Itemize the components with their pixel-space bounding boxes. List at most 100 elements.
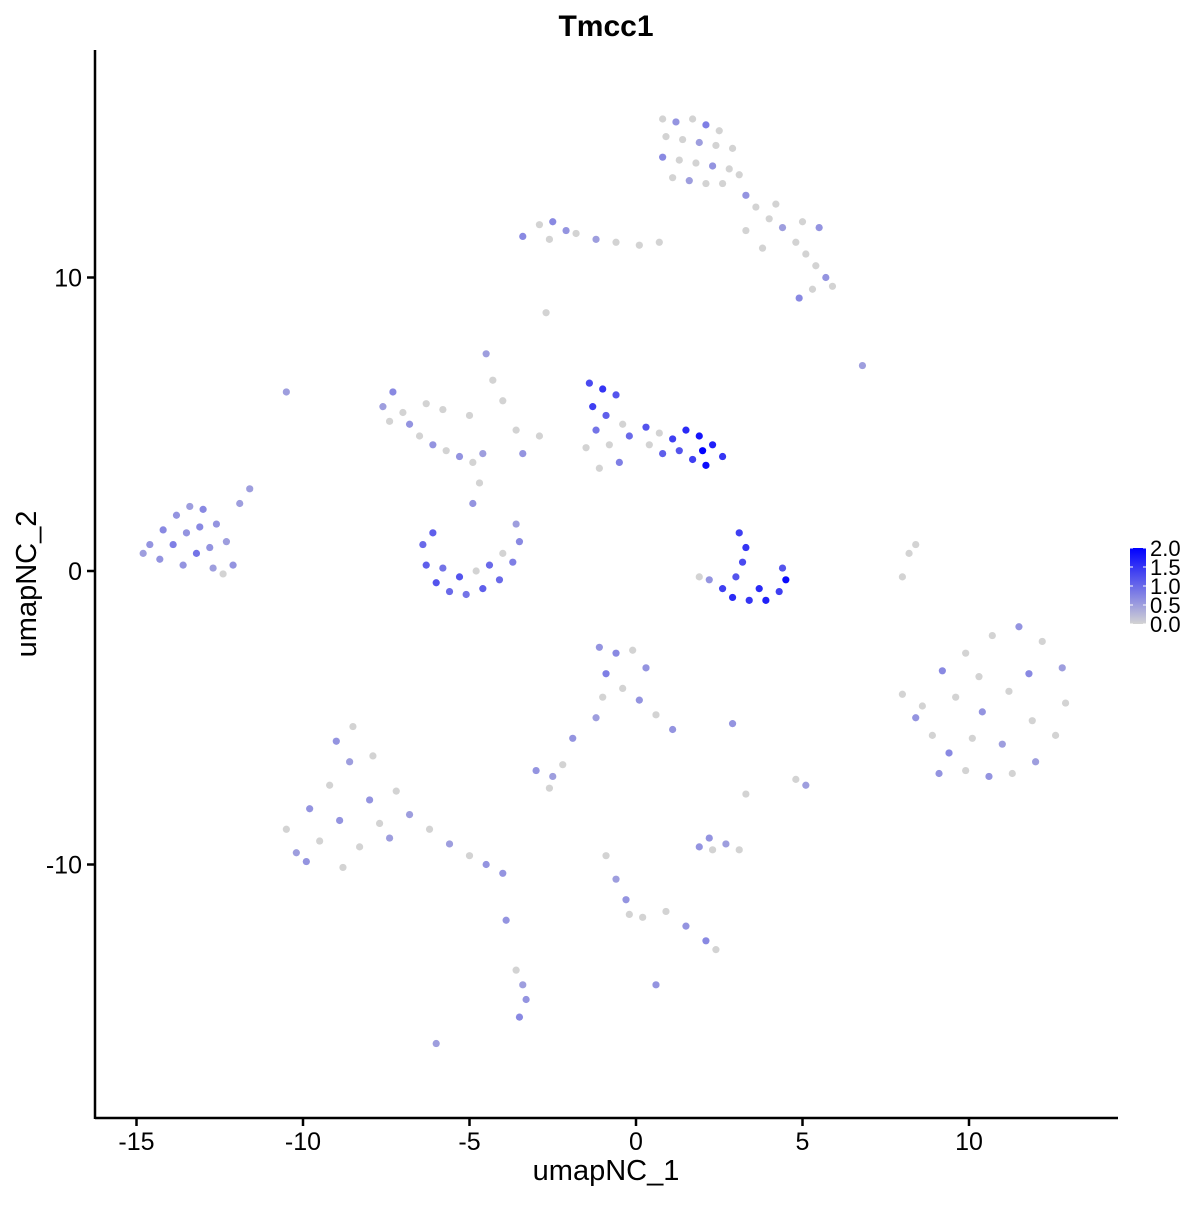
data-point: [212, 520, 221, 528]
data-point: [792, 238, 800, 246]
data-point: [659, 153, 667, 161]
data-point: [708, 441, 717, 449]
data-point: [535, 221, 544, 229]
data-point: [392, 787, 400, 795]
colorbar-label: 0.5: [1150, 593, 1181, 618]
data-point: [798, 218, 807, 226]
data-point: [738, 558, 747, 566]
data-point: [629, 646, 637, 654]
data-point: [465, 852, 474, 860]
data-point: [1025, 670, 1033, 678]
data-point: [465, 411, 474, 420]
data-point: [432, 1039, 440, 1048]
data-point: [962, 766, 970, 775]
y-axis-ticks: -10 0 10: [46, 265, 95, 880]
data-point: [549, 218, 557, 226]
data-point: [199, 505, 207, 513]
data-point: [669, 725, 677, 734]
data-point: [445, 587, 454, 596]
data-point: [1058, 664, 1066, 672]
data-point: [209, 564, 217, 572]
x-tick-label: 10: [955, 1128, 983, 1156]
data-point: [612, 391, 620, 399]
data-point: [432, 579, 440, 587]
data-point: [612, 875, 620, 883]
data-point: [662, 133, 670, 141]
data-point: [219, 570, 227, 578]
data-point: [572, 229, 580, 238]
data-point: [652, 981, 660, 989]
data-point: [339, 863, 347, 872]
data-point: [692, 159, 700, 167]
data-point: [585, 379, 593, 387]
data-point: [659, 115, 667, 123]
x-tick-label: -15: [118, 1128, 154, 1156]
data-point: [762, 596, 770, 604]
data-point: [1015, 623, 1023, 631]
data-point: [689, 115, 697, 123]
data-point: [975, 673, 983, 681]
data-point: [619, 420, 627, 428]
data-point: [615, 458, 623, 467]
colorbar: [1130, 548, 1146, 624]
data-point: [655, 238, 663, 246]
data-point: [562, 226, 570, 235]
data-point: [918, 702, 926, 710]
data-point: [938, 667, 946, 675]
data-point: [622, 896, 630, 904]
data-point: [442, 447, 450, 455]
data-point: [469, 499, 477, 508]
data-point: [952, 693, 960, 701]
data-point: [912, 540, 920, 549]
data-point: [702, 179, 710, 188]
data-point: [639, 913, 647, 921]
data-point: [519, 450, 527, 458]
colorbar-label: 0.0: [1150, 612, 1181, 637]
data-point: [772, 200, 780, 208]
data-point: [1005, 687, 1013, 695]
x-tick-label: -10: [285, 1128, 321, 1156]
data-point: [439, 564, 447, 572]
data-point: [635, 241, 643, 249]
data-point: [502, 916, 510, 924]
data-point: [702, 937, 710, 945]
data-point: [708, 846, 717, 854]
data-point: [512, 426, 520, 434]
data-point: [545, 235, 554, 243]
data-point: [172, 511, 181, 519]
data-point: [532, 766, 540, 775]
data-point: [592, 235, 600, 243]
data-point: [222, 538, 231, 546]
data-point: [522, 995, 530, 1004]
data-point: [375, 819, 384, 828]
data-point: [1008, 769, 1016, 778]
x-tick-label: 5: [796, 1128, 810, 1156]
data-point: [489, 376, 497, 384]
data-point: [282, 388, 290, 396]
data-point: [732, 573, 740, 581]
data-point: [718, 179, 727, 188]
data-point: [346, 758, 354, 766]
data-point: [985, 772, 993, 781]
data-point: [369, 752, 377, 760]
data-point: [595, 464, 603, 472]
data-point: [735, 846, 743, 854]
data-point: [642, 423, 650, 431]
data-point: [728, 593, 737, 602]
data-point: [945, 749, 953, 757]
data-point: [542, 309, 550, 317]
y-axis-label: umapNC_2: [11, 511, 43, 658]
data-point: [399, 408, 407, 417]
data-point: [292, 849, 300, 857]
data-point: [715, 127, 723, 135]
data-point: [592, 426, 600, 434]
data-point: [229, 561, 237, 569]
x-axis-ticks: -15 -10 -5 0 5 10: [118, 1118, 983, 1156]
data-point: [645, 441, 653, 449]
data-point: [519, 981, 527, 989]
data-point: [682, 426, 690, 434]
data-point: [625, 910, 633, 918]
data-point: [745, 596, 753, 604]
data-point: [182, 529, 191, 537]
data-point: [535, 432, 544, 440]
